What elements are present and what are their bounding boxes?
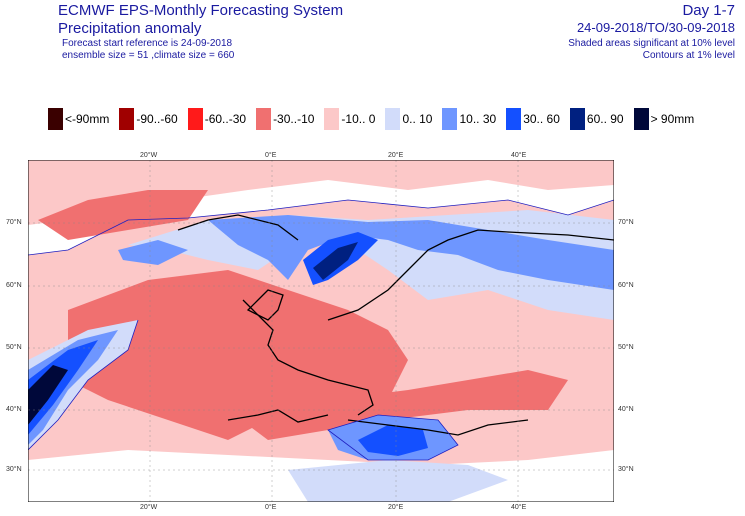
top-lon-label-0: 20°W [140,152,158,159]
precipitation-map [28,160,614,502]
left-lat-label-3: 40°N [6,406,22,413]
right-lat-label-3: 40°N [618,406,634,413]
bottom-lon-label-3: 40°E [511,504,527,511]
wet-atlantic-light [28,320,138,450]
legend-swatch [119,108,135,130]
legend-label: -60..-30 [204,112,247,126]
legend-swatch [187,108,203,130]
legend-swatch [633,108,649,130]
right-lat-label-1: 60°N [618,282,634,289]
dry-southern-europe [228,370,568,440]
legend-item: 60.. 90 [569,108,634,130]
legend-label: <-90mm [65,112,110,126]
wet-scandinavia-medium [208,215,614,290]
right-lat-label-0: 70°N [618,219,634,226]
legend-label: -10.. 0 [341,112,376,126]
legend-item: > 90mm [633,108,705,130]
wet-atlantic-medium [28,330,118,445]
wet-norway-veryheavy [313,242,358,280]
contour-note: Contours at 1% level [642,50,735,61]
legend-swatch [442,108,458,130]
left-lat-label-0: 70°N [6,219,22,226]
top-lon-label-2: 20°E [388,152,404,159]
legend-swatch [506,108,522,130]
right-lat-label-4: 30°N [618,466,634,473]
wet-iceland-area [118,240,188,265]
legend-swatch [256,108,272,130]
legend-item: 0.. 10 [385,108,442,130]
legend-swatch [385,108,401,130]
mediterranean-coast [347,419,529,436]
forecast-start-text: Forecast start reference is 24-09-2018 [62,38,233,49]
legend-swatch [569,108,585,130]
legend-label: -30..-10 [273,112,315,126]
chart-subtitle: Precipitation anomaly [58,20,202,37]
legend-label: -90..-60 [136,112,178,126]
ensemble-size-text: ensemble size = 51 ,climate size = 660 [62,50,235,61]
legend-item: -30..-10 [256,108,324,130]
legend-label: 0.. 10 [402,112,433,126]
legend-item: 10.. 30 [442,108,506,130]
top-lon-label-1: 0°E [265,152,277,159]
significance-contours [28,199,614,461]
legend-label: 10.. 30 [459,112,497,126]
legend-label: 60.. 90 [586,112,624,126]
legend-label: 30.. 60 [523,112,560,126]
legend-swatch [48,108,63,130]
right-lat-label-2: 50°N [618,344,634,351]
graticule [28,160,614,502]
wet-north-africa [288,460,508,502]
dry-central-europe [68,270,408,440]
legend-item: <-90mm [48,108,119,130]
legend-swatch [324,108,340,130]
wet-mediterranean-heavy [358,425,428,456]
scandinavia-coast [327,229,614,321]
iceland-coast [177,214,299,241]
left-lat-label-1: 60°N [6,282,22,289]
bottom-lon-label-2: 20°E [388,504,404,511]
western-europe-coast [242,299,374,416]
legend-item: -90..-60 [119,108,187,130]
legend-item: -60..-30 [187,108,256,130]
shaded-note: Shaded areas significant at 10% level [568,38,735,49]
date-range: 24-09-2018/TO/30-09-2018 [576,20,735,35]
britain-coast [246,289,284,321]
dry-north-area [28,160,614,225]
legend-label: > 90mm [650,112,695,126]
legend-item: -10.. 0 [324,108,385,130]
legend-item: 30.. 60 [506,108,570,130]
dry-greenland-area [38,190,208,240]
bottom-lon-label-0: 20°W [140,504,158,511]
left-lat-label-4: 30°N [6,466,22,473]
legend: <-90mm -90..-60 -60..-30 -30..-10 -10.. 0 0..… [48,107,704,131]
coastlines [177,214,614,436]
chart-title: ECMWF EPS-Monthly Forecasting System [58,2,344,19]
left-lat-label-2: 50°N [6,344,22,351]
day-range: Day 1-7 [682,2,735,19]
top-lon-label-3: 40°E [511,152,527,159]
wet-atlantic-heavy [28,340,98,435]
bottom-lon-label-1: 0°E [265,504,277,511]
